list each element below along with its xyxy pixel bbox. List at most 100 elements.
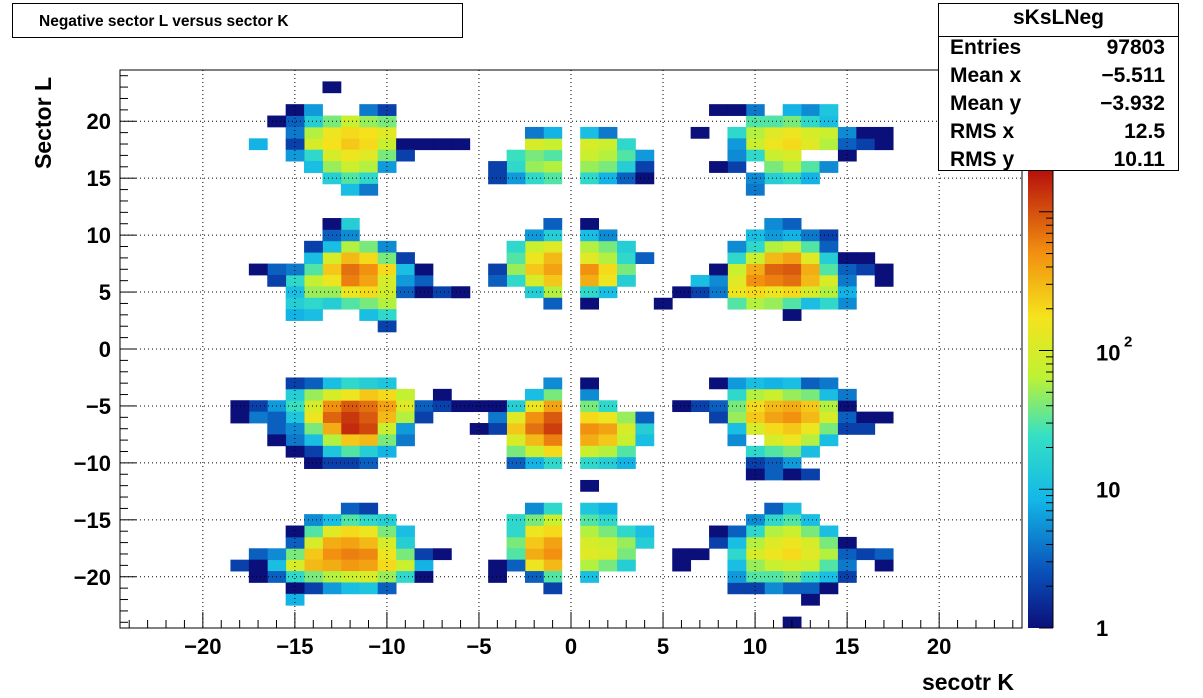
heatmap-cell	[580, 400, 600, 413]
heatmap-cell	[782, 411, 802, 424]
heatmap-cell	[580, 172, 600, 185]
heatmap-cell	[359, 536, 379, 549]
heatmap-cell	[488, 400, 507, 413]
heatmap-cell	[359, 161, 379, 173]
heatmap-cell	[340, 286, 360, 299]
heatmap-cell	[782, 149, 802, 162]
heatmap-cell	[543, 536, 563, 549]
heatmap-cell	[782, 548, 802, 561]
heatmap-cell	[837, 286, 857, 299]
heatmap-cell	[322, 218, 342, 230]
heatmap-cell	[782, 161, 802, 173]
heatmap-cell	[764, 525, 784, 538]
heatmap-cell	[304, 104, 323, 116]
x-axis: −20 −15 −10 −5 0 5 10 15 20	[128, 612, 1014, 659]
heatmap-cell	[396, 411, 415, 424]
heatmap-cell	[745, 263, 765, 276]
heatmap-cell	[432, 138, 452, 151]
heatmap-cell	[340, 297, 360, 310]
heatmap-cell	[782, 388, 802, 401]
heatmap-cell	[745, 229, 765, 242]
heatmap-cell	[856, 126, 876, 139]
heatmap-cell	[580, 502, 600, 515]
heatmap-cell	[617, 411, 636, 424]
heatmap-cell	[580, 445, 600, 458]
heatmap-cell	[580, 274, 600, 287]
heatmap-cell	[285, 274, 305, 287]
heatmap-cell	[782, 104, 802, 116]
heatmap-cell	[874, 411, 894, 424]
heatmap-cell	[764, 161, 784, 173]
heatmap-cell	[304, 115, 323, 128]
heatmap-cell	[764, 548, 784, 561]
heatmap-cell	[801, 571, 820, 583]
heatmap-cell	[580, 218, 600, 230]
heatmap-cell	[764, 388, 784, 401]
heatmap-cell	[617, 274, 636, 287]
heatmap-cell	[506, 457, 526, 469]
heatmap-cell	[635, 536, 655, 549]
heatmap-cell	[801, 286, 820, 299]
colorbar-tick-label: 10	[1096, 341, 1120, 366]
heatmap-cell	[690, 548, 710, 561]
heatmap-cell	[782, 423, 802, 435]
heatmap-cell	[322, 536, 342, 549]
heatmap-cell	[432, 400, 452, 413]
heatmap-cell	[745, 457, 765, 469]
heatmap-cell	[580, 263, 600, 276]
heatmap-cell	[432, 388, 452, 401]
heatmap-cell	[506, 172, 526, 185]
heatmap-cell	[801, 297, 820, 310]
heatmap-cell	[377, 525, 397, 538]
heatmap-cell	[598, 525, 618, 538]
heatmap-cell	[764, 126, 784, 139]
heatmap-cell	[727, 104, 747, 116]
heatmap-cell	[267, 548, 287, 561]
heatmap-cell	[524, 548, 544, 561]
heatmap-cell	[598, 138, 618, 151]
heatmap-cell	[322, 263, 342, 276]
x-tick-label: 0	[565, 634, 577, 659]
heatmap-cell	[598, 149, 618, 162]
heatmap-cell	[377, 297, 397, 310]
heatmap-cell	[617, 559, 636, 572]
heatmap-cell	[267, 434, 287, 447]
heatmap-cell	[543, 263, 563, 276]
heatmap-cell	[285, 286, 305, 299]
colorbar-tick-label: 1	[1096, 616, 1108, 641]
heatmap-cell	[524, 423, 544, 435]
heatmap-cell	[304, 161, 323, 173]
heatmap-cell	[764, 172, 784, 185]
heatmap-cell	[340, 525, 360, 538]
heatmap-cell	[524, 514, 544, 526]
heatmap-cell	[819, 411, 839, 424]
heatmap-cell	[764, 559, 784, 572]
heatmap-cell	[635, 434, 655, 447]
heatmap-cell	[285, 126, 305, 139]
heatmap-cell	[672, 559, 692, 572]
heatmap-cell	[506, 161, 526, 173]
stats-value: −3.932	[1100, 92, 1165, 115]
heatmap-cell	[304, 126, 323, 139]
heatmap-cell	[524, 149, 544, 162]
heatmap-cell	[745, 149, 765, 162]
heatmap-cell	[801, 138, 820, 151]
heatmap-cell	[488, 161, 507, 173]
heatmap-cell	[598, 559, 618, 572]
heatmap-cell	[340, 161, 360, 173]
heatmap-cell	[543, 161, 563, 173]
y-tick-label: 5	[99, 280, 111, 305]
heatmap-cell	[304, 582, 323, 595]
heatmap-cell	[837, 297, 857, 310]
heatmap-cell	[764, 138, 784, 151]
heatmap-cell	[377, 309, 397, 321]
heatmap-cell	[488, 559, 507, 572]
heatmap-cell	[506, 149, 526, 162]
x-axis-label: secotr K	[922, 669, 1014, 695]
heatmap-cell	[524, 263, 544, 276]
heatmap-cell	[285, 434, 305, 447]
heatmap-cell	[764, 411, 784, 424]
heatmap-cell	[524, 434, 544, 447]
heatmap-cell	[506, 434, 526, 447]
heatmap-cell	[414, 138, 434, 151]
